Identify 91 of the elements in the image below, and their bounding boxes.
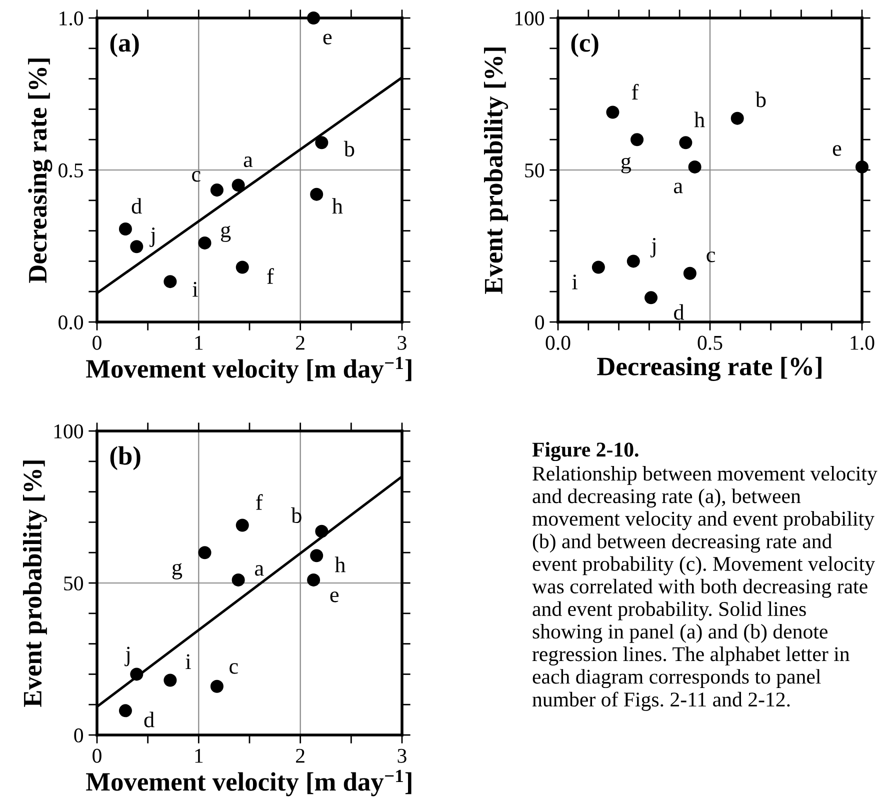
y-tick-label: 0.0 [58, 315, 84, 330]
text: (c) [571, 33, 598, 58]
x-tick-label: 0 [92, 336, 102, 350]
point [130, 668, 144, 681]
x-axis-title: Decreasing rate [%] [597, 356, 822, 382]
annotation: b [344, 140, 354, 157]
x-tick-label: 2 [296, 336, 304, 350]
y-axis-title: Decreasing rate [%] [28, 58, 52, 283]
x-axis-title: Movement velocity [m day$^{−1}$] [86, 770, 412, 796]
x-tick-label: 0 [92, 748, 102, 763]
point [232, 573, 245, 586]
point [118, 222, 132, 236]
annotation: e [330, 592, 339, 602]
x-tick-label: 2 [296, 748, 304, 763]
x-tick-label: 1 [195, 336, 203, 350]
annotation: i [572, 274, 578, 290]
caption: Figure 2-10. [532, 442, 638, 462]
annotation: j [150, 228, 154, 247]
point [164, 275, 177, 288]
annotation: e [323, 34, 332, 44]
y-tick-label: 50 [525, 163, 544, 178]
point [236, 518, 249, 532]
x-tick-label: 1 [195, 748, 203, 763]
point [130, 240, 144, 254]
point [198, 236, 212, 250]
annotation: g [172, 563, 182, 580]
point [688, 160, 702, 174]
point [606, 106, 620, 119]
annotation: b [755, 92, 766, 108]
annotation: c [230, 663, 238, 674]
annotation: a [244, 156, 253, 168]
annotation: h [334, 556, 346, 572]
x-tick-label: 0.0 [546, 336, 570, 350]
x-axis-title: Movement velocity [m day$^{−1}$] [86, 356, 412, 384]
annotation: c [706, 252, 716, 262]
annotation: j [124, 646, 130, 666]
point [164, 674, 177, 687]
annotation: f [632, 84, 639, 100]
point [592, 260, 605, 274]
text: (a) [110, 33, 139, 58]
y-tick-label: 0 [74, 728, 84, 742]
annotation: g [621, 157, 632, 174]
y-tick-label: 1.0 [60, 11, 84, 26]
annotation: a [674, 182, 683, 194]
point [210, 680, 224, 693]
y-tick-label: 100 [515, 11, 544, 26]
annotation: j [650, 238, 656, 258]
y-tick-label: 0.5 [58, 163, 83, 178]
x-tick-label: 3 [398, 336, 406, 350]
annotation: h [694, 112, 705, 128]
point [626, 254, 640, 268]
annotation: i [192, 282, 198, 297]
y-tick-label: 100 [54, 424, 84, 438]
point [198, 546, 212, 560]
annotation: f [267, 268, 274, 284]
point [310, 549, 324, 562]
point [679, 136, 692, 150]
point [307, 573, 320, 586]
annotation: d [674, 304, 684, 320]
text: Relationship between movement velocity and decreasing rate (a), between movement velocity and event probability (b) and between decreasing rate and event probability (c). Movement velocity was correlated with both decreasing rate and event probability. Solid lines showing in panel (a) and (b) denote regression lines. The alphabet letter in each diagram corresponds to panel number of Figs. 2-11 and 2-12. [532, 466, 878, 711]
annotation: c [192, 171, 200, 182]
annotation: f [256, 494, 263, 510]
annotation: g [221, 226, 231, 242]
point [630, 133, 644, 146]
y-axis-title: Event probability [%] [484, 48, 508, 294]
annotation: e [832, 145, 842, 156]
annotation: d [132, 198, 142, 214]
annotation: d [144, 712, 154, 728]
x-tick-label: 1.0 [850, 336, 874, 350]
annotation: i [186, 654, 191, 669]
annotation: a [255, 565, 264, 576]
point [307, 11, 320, 25]
point [315, 136, 328, 150]
point [683, 266, 696, 280]
text: (b) [110, 446, 140, 470]
x-tick-label: 0.5 [698, 336, 722, 350]
y-tick-label: 50 [64, 576, 84, 590]
annotation: h [332, 198, 343, 214]
y-tick-label: 0 [535, 315, 544, 330]
point [236, 260, 249, 274]
point [310, 188, 324, 201]
point [232, 178, 245, 192]
point [644, 291, 658, 304]
y-axis-title: Event probability [%] [22, 460, 47, 707]
point [730, 112, 744, 125]
x-tick-label: 3 [398, 748, 406, 763]
point [210, 184, 224, 197]
point [855, 160, 869, 174]
annotation: b [291, 507, 302, 523]
point [118, 704, 132, 718]
point [315, 524, 328, 538]
